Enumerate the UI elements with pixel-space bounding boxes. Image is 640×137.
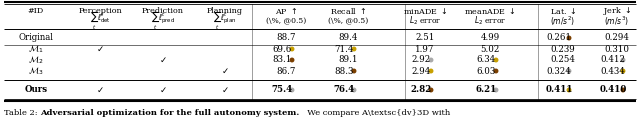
- Text: Original: Original: [19, 34, 54, 42]
- Text: $\checkmark$: $\checkmark$: [96, 85, 104, 95]
- Text: 0.310: 0.310: [605, 45, 630, 54]
- Text: 69.6: 69.6: [273, 45, 292, 54]
- Text: (\%, @0.5): (\%, @0.5): [266, 17, 306, 25]
- Text: Adversarial optimization for the full autonomy system.: Adversarial optimization for the full au…: [40, 109, 300, 117]
- Text: $\mathcal{M}_1$: $\mathcal{M}_1$: [28, 43, 44, 55]
- Text: 6.34: 6.34: [476, 55, 495, 65]
- Text: $\sum_t \ell^t_{\rm pred}$: $\sum_t \ell^t_{\rm pred}$: [151, 10, 175, 32]
- Text: $\sum_t \ell^t_{\rm plan}$: $\sum_t \ell^t_{\rm plan}$: [213, 10, 237, 32]
- Circle shape: [429, 69, 433, 73]
- Text: Planning: Planning: [207, 7, 243, 15]
- Text: 2.82: 2.82: [410, 85, 431, 95]
- Circle shape: [621, 69, 625, 73]
- Text: 76.4: 76.4: [333, 85, 355, 95]
- Text: minADE $\downarrow$: minADE $\downarrow$: [403, 6, 447, 16]
- Text: 83.1: 83.1: [272, 55, 292, 65]
- Text: 0.254: 0.254: [550, 55, 575, 65]
- Text: 0.324: 0.324: [547, 66, 572, 75]
- Text: We compare A\textsc{dv}3D with: We compare A\textsc{dv}3D with: [302, 109, 451, 117]
- Circle shape: [291, 88, 294, 92]
- Text: 0.434: 0.434: [600, 66, 625, 75]
- Text: 0.411: 0.411: [545, 85, 573, 95]
- Circle shape: [494, 69, 498, 73]
- Text: 0.294: 0.294: [605, 34, 629, 42]
- Text: 71.4: 71.4: [334, 45, 354, 54]
- Text: $\mathcal{M}_2$: $\mathcal{M}_2$: [28, 54, 44, 66]
- Circle shape: [291, 58, 294, 62]
- Circle shape: [494, 58, 498, 62]
- Text: 4.99: 4.99: [481, 34, 500, 42]
- Text: Perception: Perception: [78, 7, 122, 15]
- Text: 86.7: 86.7: [276, 66, 296, 75]
- Text: $\checkmark$: $\checkmark$: [159, 85, 167, 95]
- Text: (\%, @0.5): (\%, @0.5): [328, 17, 368, 25]
- Text: AP $\uparrow$: AP $\uparrow$: [275, 6, 297, 16]
- Text: 0.410: 0.410: [599, 85, 627, 95]
- Text: $L_2$ error: $L_2$ error: [409, 15, 441, 27]
- Text: $\checkmark$: $\checkmark$: [96, 45, 104, 54]
- Circle shape: [352, 69, 356, 73]
- Text: 89.4: 89.4: [339, 34, 358, 42]
- Text: $\checkmark$: $\checkmark$: [221, 66, 229, 75]
- Text: 5.02: 5.02: [480, 45, 500, 54]
- Text: #ID: #ID: [28, 7, 44, 15]
- Text: meanADE $\downarrow$: meanADE $\downarrow$: [464, 6, 516, 16]
- Text: 0.261: 0.261: [547, 34, 572, 42]
- Text: 0.239: 0.239: [550, 45, 575, 54]
- Circle shape: [429, 58, 433, 62]
- Text: Table 2:: Table 2:: [4, 109, 40, 117]
- Text: 89.1: 89.1: [339, 55, 358, 65]
- Circle shape: [494, 88, 498, 92]
- Circle shape: [429, 88, 433, 92]
- Text: $(m/s^3)$: $(m/s^3)$: [604, 14, 630, 28]
- Text: 0.412: 0.412: [600, 55, 625, 65]
- Text: Lat. $\downarrow$: Lat. $\downarrow$: [550, 6, 577, 16]
- Circle shape: [352, 88, 356, 92]
- Text: $\sum_t \ell^t_{\rm det}$: $\sum_t \ell^t_{\rm det}$: [90, 10, 111, 32]
- Circle shape: [567, 36, 571, 40]
- Circle shape: [567, 69, 571, 73]
- Text: $\mathcal{M}_3$: $\mathcal{M}_3$: [28, 65, 44, 77]
- Text: 2.92: 2.92: [412, 55, 431, 65]
- Text: 6.03: 6.03: [476, 66, 495, 75]
- Circle shape: [621, 58, 625, 62]
- Circle shape: [291, 47, 294, 51]
- Text: Ours: Ours: [24, 85, 47, 95]
- Circle shape: [621, 88, 625, 92]
- Text: 2.51: 2.51: [415, 34, 435, 42]
- Text: Prediction: Prediction: [142, 7, 184, 15]
- Text: $(m/s^2)$: $(m/s^2)$: [550, 14, 575, 28]
- Text: Recall $\uparrow$: Recall $\uparrow$: [330, 6, 366, 16]
- Text: 1.97: 1.97: [415, 45, 435, 54]
- Text: $\checkmark$: $\checkmark$: [159, 55, 167, 65]
- Text: 88.3: 88.3: [334, 66, 354, 75]
- Text: Jerk $\downarrow$: Jerk $\downarrow$: [603, 5, 631, 17]
- Text: 88.7: 88.7: [276, 34, 296, 42]
- Text: 6.21: 6.21: [476, 85, 497, 95]
- Circle shape: [567, 88, 571, 92]
- Text: 75.4: 75.4: [271, 85, 292, 95]
- Text: $\checkmark$: $\checkmark$: [221, 85, 229, 95]
- Circle shape: [352, 47, 356, 51]
- Text: 2.94: 2.94: [412, 66, 431, 75]
- Text: $L_2$ error: $L_2$ error: [474, 15, 506, 27]
